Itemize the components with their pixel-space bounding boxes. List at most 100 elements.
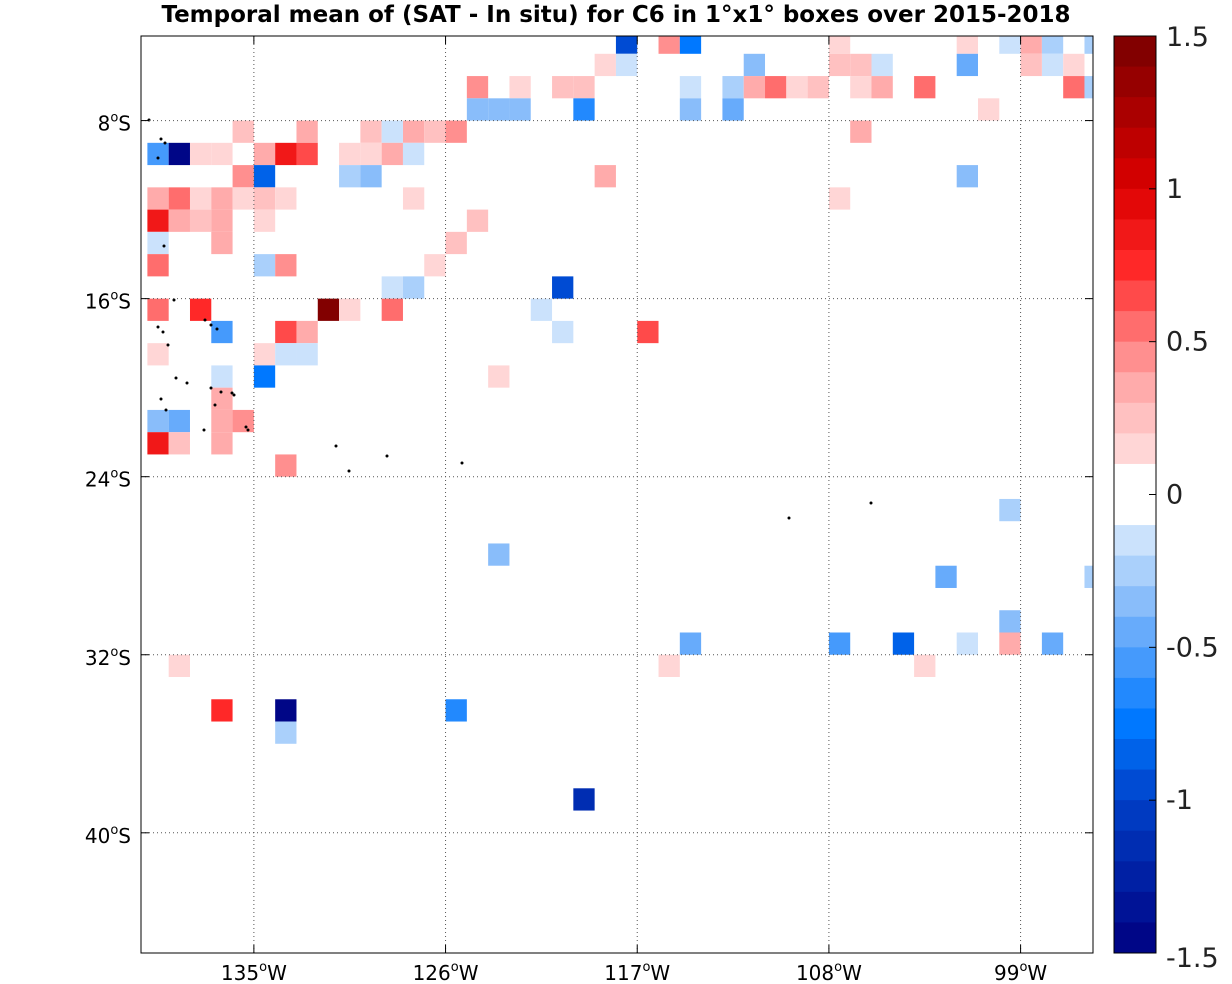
- heatmap-cell: [168, 187, 190, 210]
- heatmap-cell: [466, 76, 489, 99]
- island-marker: [209, 386, 213, 390]
- heatmap-cell: [488, 98, 510, 121]
- heatmap-cell: [253, 142, 276, 166]
- heatmap-cell: [488, 543, 510, 566]
- heatmap-cell: [211, 142, 233, 166]
- heatmap-cell: [509, 98, 531, 121]
- x-tick-label: 108oW: [796, 960, 862, 984]
- island-marker: [209, 323, 213, 327]
- heatmap-cell: [956, 632, 978, 655]
- heatmap-cell: [999, 632, 1021, 655]
- heatmap-cell: [168, 654, 190, 678]
- heatmap-cell: [594, 53, 616, 77]
- colorbar-segment: [1114, 311, 1156, 343]
- heatmap-cell: [445, 120, 467, 143]
- island-marker: [385, 454, 389, 458]
- colorbar-segment: [1114, 830, 1156, 862]
- heatmap-cell: [850, 76, 872, 99]
- heatmap-cell: [658, 36, 680, 54]
- heatmap-cell: [573, 76, 595, 99]
- heatmap-cell: [914, 654, 936, 678]
- colorbar-tick-label: 0.5: [1166, 327, 1209, 358]
- heatmap-cell: [935, 565, 957, 588]
- heatmap-cell: [360, 165, 382, 188]
- heatmap-cell: [211, 231, 233, 255]
- heatmap-cell: [445, 699, 467, 722]
- heatmap-cell: [360, 120, 382, 143]
- island-marker: [185, 381, 189, 385]
- heatmap-cell: [615, 53, 638, 77]
- heatmap-cell: [189, 187, 212, 210]
- island-markers: [147, 118, 873, 520]
- heatmap-cell: [296, 320, 318, 344]
- heatmap-cell: [147, 209, 169, 232]
- colorbar-segment: [1114, 158, 1156, 190]
- x-tick-label: 126oW: [413, 960, 479, 984]
- island-marker: [869, 501, 873, 505]
- island-marker: [213, 403, 217, 407]
- heatmap-cell: [275, 254, 297, 277]
- heatmap-cell: [466, 98, 489, 121]
- heatmap-cell: [466, 209, 489, 232]
- heatmap-cell: [211, 187, 233, 210]
- heatmap-cell: [253, 343, 276, 366]
- heatmap-cell: [1084, 36, 1093, 54]
- heatmap-cell: [232, 409, 254, 433]
- heatmap-cell: [402, 120, 425, 143]
- heatmap-cell: [147, 142, 169, 166]
- heatmap-cell: [424, 254, 446, 277]
- plot-area: [141, 36, 1093, 953]
- heatmap-cell: [253, 254, 276, 277]
- heatmap-cell: [743, 53, 766, 77]
- colorbar: 1.5 1 0.5 0 -0.5 -1 -1.5: [1113, 22, 1219, 974]
- island-marker: [244, 425, 248, 429]
- heatmap-cell: [914, 76, 936, 99]
- colorbar-segment: [1114, 463, 1156, 495]
- heatmap-cell: [1041, 53, 1064, 77]
- heatmap-cell: [1084, 565, 1093, 588]
- island-marker: [460, 461, 464, 465]
- colorbar-segment: [1114, 555, 1156, 587]
- heatmap-cell: [743, 76, 766, 99]
- heatmap-cell: [211, 699, 233, 722]
- heatmap-cell: [168, 209, 190, 232]
- heatmap-cell: [1041, 632, 1064, 655]
- heatmap-cell: [956, 36, 978, 54]
- colorbar-segment: [1114, 433, 1156, 465]
- heatmap-cell: [253, 365, 276, 388]
- heatmap-cell: [552, 320, 574, 344]
- colorbar-segment: [1114, 341, 1156, 373]
- heatmap-cell: [253, 165, 276, 188]
- heatmap-cell: [765, 76, 787, 99]
- y-tick-label: 16oS: [85, 289, 131, 314]
- heatmap-cell: [211, 432, 233, 455]
- x-tick-label: 117oW: [604, 960, 670, 984]
- island-marker: [203, 318, 207, 322]
- heatmap-cell: [232, 165, 254, 188]
- colorbar-segment: [1114, 97, 1156, 129]
- heatmap-cell: [296, 120, 318, 143]
- colorbar-tick-label: 0: [1166, 480, 1183, 511]
- island-marker: [161, 330, 165, 334]
- heatmap-cell: [637, 320, 659, 344]
- island-marker: [164, 408, 168, 412]
- heatmap-cell: [253, 209, 276, 232]
- heatmap-cell: [296, 142, 318, 166]
- heatmap-cell: [552, 76, 574, 99]
- heatmap-cell: [850, 120, 872, 143]
- heatmap-cell: [1084, 76, 1093, 99]
- heatmap-cell: [828, 187, 851, 210]
- heatmap-cell: [828, 36, 851, 54]
- heatmap-cell: [722, 76, 744, 99]
- heatmap-cell: [999, 610, 1021, 633]
- heatmap-cell: [211, 320, 233, 344]
- heatmap-cell: [679, 98, 702, 121]
- heatmap-cell: [211, 409, 233, 433]
- heatmap-cell: [956, 165, 978, 188]
- heatmap-cell: [807, 76, 829, 99]
- heatmap-cell: [488, 365, 510, 388]
- colorbar-segment: [1114, 66, 1156, 98]
- heatmap-cell: [956, 53, 978, 77]
- colorbar-segment: [1114, 494, 1156, 526]
- heatmap-cell: [275, 142, 297, 166]
